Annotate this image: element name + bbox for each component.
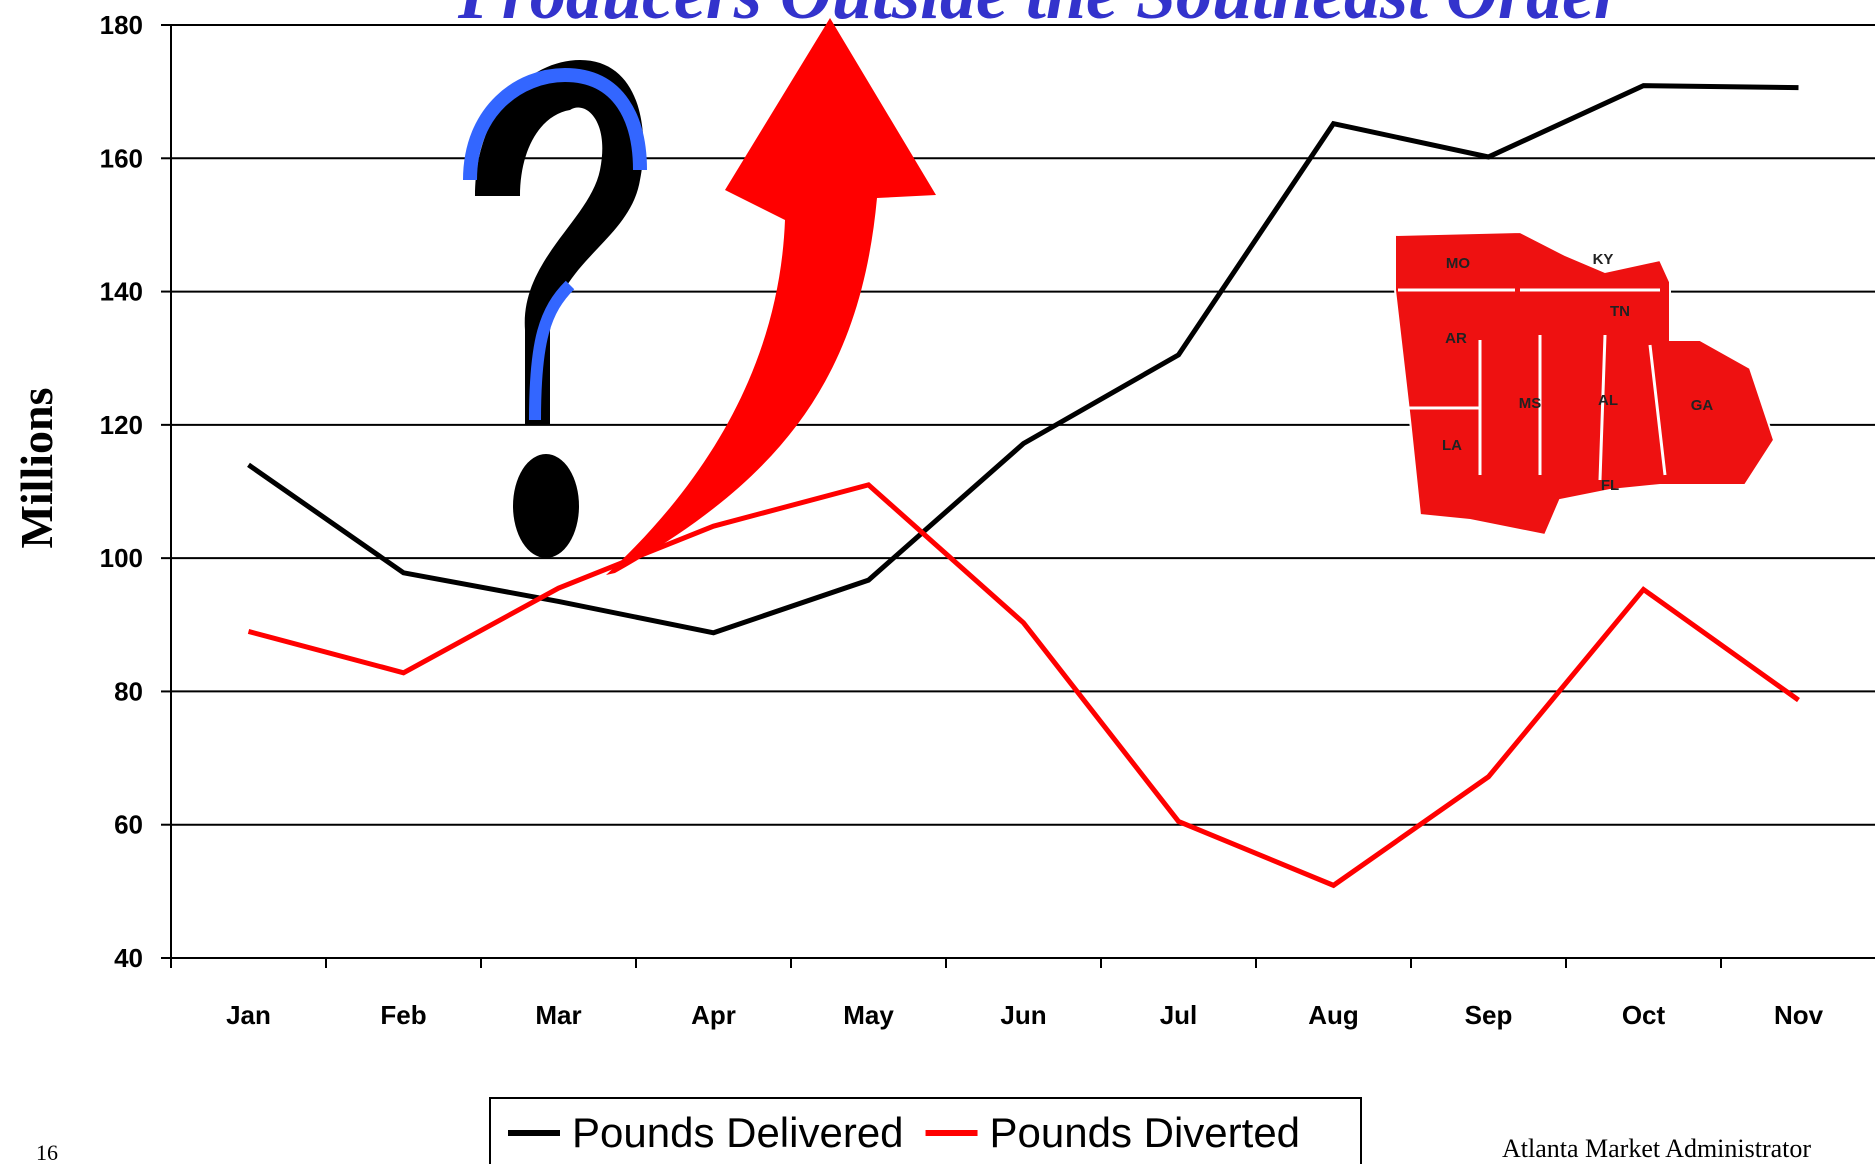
- map-label: MO: [1446, 255, 1470, 272]
- x-tick-label: Oct: [1622, 1000, 1666, 1030]
- y-tick-label: 140: [100, 277, 143, 307]
- data-line: [247, 482, 1800, 889]
- question-dot: [513, 454, 579, 558]
- map-label: GA: [1691, 397, 1714, 414]
- page-number: 16: [36, 1140, 58, 1164]
- y-tick-label: 180: [100, 10, 143, 40]
- data-line: [247, 83, 1799, 636]
- x-tick-label: Apr: [691, 1000, 736, 1030]
- map-label: KY: [1593, 251, 1614, 268]
- x-tick-label: Nov: [1774, 1000, 1824, 1030]
- y-tick-label: 40: [114, 943, 143, 973]
- y-axis-label: Millions: [11, 387, 62, 548]
- y-tick-label: 120: [100, 410, 143, 440]
- state-borders: [1398, 288, 1667, 481]
- map-label: AR: [1445, 330, 1467, 347]
- map-label: MS: [1519, 395, 1542, 412]
- y-tick-label: 60: [114, 810, 143, 840]
- legend-box: [489, 1097, 1362, 1164]
- x-tick-label: Jan: [226, 1000, 271, 1030]
- question-highlight: [529, 280, 575, 421]
- decorations: MO KY AR TN MS AL GA LA FL: [463, 18, 1776, 575]
- y-tick-label: 100: [100, 543, 143, 573]
- red-arrow: [606, 18, 936, 575]
- legend-label: Pounds Diverted: [990, 1109, 1301, 1156]
- southeast-map: [1394, 230, 1776, 537]
- chart-title: Producers Outside the Southeast Order: [457, 0, 1623, 34]
- x-tick-label: Jun: [1000, 1000, 1046, 1030]
- x-tick-label: Sep: [1465, 1000, 1513, 1030]
- x-tick-label: Aug: [1308, 1000, 1359, 1030]
- map-label: TN: [1610, 303, 1630, 320]
- x-tick-label: May: [843, 1000, 894, 1030]
- map-label: FL: [1601, 477, 1619, 494]
- map-label: LA: [1442, 437, 1462, 454]
- x-tick-label: Mar: [535, 1000, 581, 1030]
- y-tick-label: 160: [100, 143, 143, 173]
- x-tick-label: Jul: [1160, 1000, 1198, 1030]
- map-label: AL: [1598, 392, 1618, 409]
- legend-label: Pounds Delivered: [572, 1109, 904, 1156]
- footer: Atlanta Market Administrator: [1502, 1134, 1811, 1163]
- x-tick-label: Feb: [380, 1000, 426, 1030]
- question-highlight: [463, 67, 647, 181]
- y-tick-label: 80: [114, 676, 143, 706]
- question-mark: [475, 60, 644, 425]
